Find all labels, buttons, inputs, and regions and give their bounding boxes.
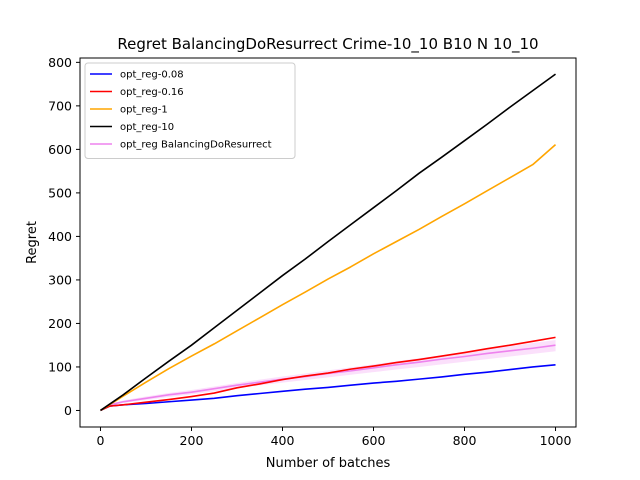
x-axis-title: Number of batches	[266, 456, 391, 471]
y-tick-label: 300	[48, 272, 72, 287]
legend: opt_reg-0.08 opt_reg-0.16 opt_reg-1 opt_reg…	[84, 62, 296, 159]
y-tick-label: 700	[48, 98, 72, 113]
y-tick-label: 0	[64, 403, 72, 418]
x-tick-label: 0	[97, 433, 105, 448]
legend-label: opt_reg BalancingDoResurrect	[120, 140, 272, 151]
legend-label: opt_reg-10	[120, 122, 174, 133]
legend-label: opt_reg-0.16	[120, 87, 184, 98]
y-tick-label: 500	[48, 185, 72, 200]
series-line-0	[100, 363, 556, 412]
legend-box	[84, 62, 296, 159]
series-line-3	[100, 73, 556, 412]
chart-title: Regret BalancingDoResurrect Crime-10_10 …	[117, 35, 538, 54]
series-line-1	[100, 336, 556, 412]
legend-label: opt_reg-1	[120, 105, 168, 116]
y-tick-label: 100	[48, 359, 72, 374]
axes-frame	[79, 57, 577, 428]
y-tick-label: 600	[48, 142, 72, 157]
x-tick-label: 1000	[540, 433, 572, 448]
x-tick-label: 600	[362, 433, 386, 448]
x-tick-label: 800	[453, 433, 477, 448]
y-tick-label: 400	[48, 229, 72, 244]
x-tick-label: 400	[271, 433, 295, 448]
x-tick-label: 200	[180, 433, 204, 448]
plot-area	[100, 73, 557, 412]
ticks: 0 200 400 600 800 1000 0 100 200 300 400 500 600 700 8…	[48, 55, 571, 448]
y-tick-label: 200	[48, 316, 72, 331]
confidence-band	[100, 339, 556, 411]
series-line-2	[100, 143, 557, 412]
legend-label: opt_reg-0.08	[120, 70, 184, 81]
y-tick-label: 800	[48, 55, 72, 70]
y-axis-title: Regret	[25, 221, 40, 264]
